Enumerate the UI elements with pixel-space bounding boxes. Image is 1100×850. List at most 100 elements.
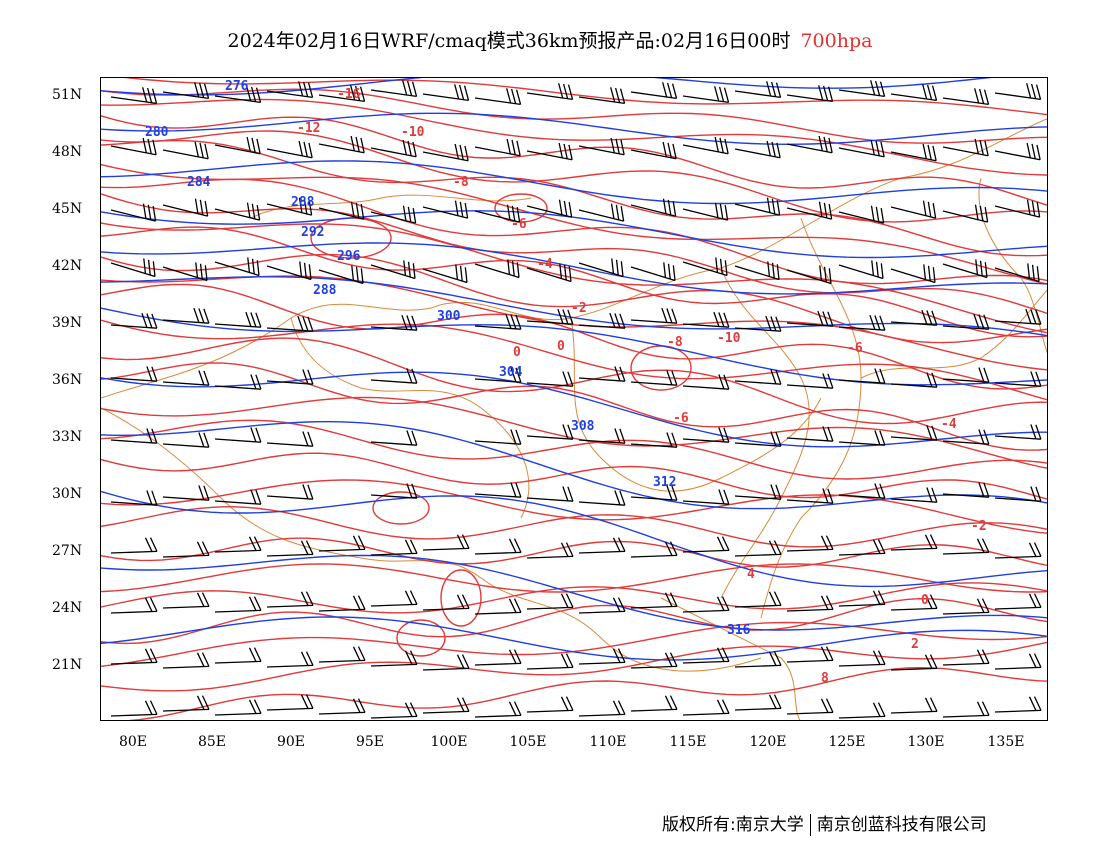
wind-barb: [162, 198, 209, 217]
boundary-line: [860, 289, 1047, 379]
wind-barb: [110, 700, 158, 717]
wind-barb: [110, 87, 158, 105]
wind-barb: [370, 539, 418, 556]
wind-barb: [370, 314, 418, 331]
wind-barb: [890, 200, 937, 219]
wind-barb: [474, 429, 522, 445]
temperature-contour: [101, 641, 1047, 692]
wind-barb: [942, 429, 990, 445]
wind-barb: [994, 199, 1041, 218]
wind-barb: [578, 258, 624, 278]
wind-barb: [162, 82, 210, 100]
map-frame: 276 280 284 288 292 288 296 300 304 308 312 316 -16-…: [100, 77, 1048, 721]
wind-barb: [214, 647, 262, 664]
wind-barb: [838, 368, 886, 384]
wind-barb: [734, 431, 782, 447]
wind-barb: [474, 313, 522, 330]
wind-barb: [942, 701, 990, 718]
wind-barb: [526, 696, 574, 713]
wind-barb: [786, 488, 834, 504]
wind-barb: [422, 84, 470, 102]
wind-barb: [578, 312, 626, 329]
temperature-label: -2: [971, 519, 987, 534]
wind-barb: [786, 535, 834, 552]
wind-barb: [474, 138, 521, 157]
boundary-line: [101, 407, 762, 672]
geopotential-label: 280: [145, 125, 169, 140]
copyright: 版权所有:南京大学 南京创蓝科技有限公司: [662, 810, 987, 836]
wind-barb: [318, 698, 366, 715]
pressure-level: 700hpa: [800, 30, 873, 52]
wind-barb: [110, 203, 157, 222]
wind-barb: [942, 88, 990, 106]
temperature-contour: [101, 362, 1047, 451]
wind-barb: [994, 263, 1040, 283]
temperature-cell: [630, 345, 692, 391]
geopotential-label: 304: [499, 365, 523, 380]
lat-tick-label: 48N: [52, 144, 83, 160]
wind-barb: [630, 652, 678, 669]
temperature-contour: [101, 396, 1047, 469]
temperature-label: -12: [297, 121, 320, 136]
geopotential-contours: [101, 78, 1047, 661]
wind-barb: [994, 371, 1042, 387]
geopotential-label: 288: [291, 195, 315, 210]
temperature-label: -6: [511, 217, 527, 232]
wind-barb: [526, 263, 572, 283]
temperature-contour: [101, 98, 1047, 176]
wind-barb: [682, 86, 730, 104]
weather-map: 276280284288292288296300304308312316-16-…: [101, 78, 1047, 720]
geopotential-contour: [101, 371, 1047, 448]
temperature-contour: [101, 283, 1047, 390]
wind-barb: [474, 701, 522, 718]
wind-barb: [942, 204, 989, 223]
wind-barb: [682, 374, 730, 390]
wind-barb: [734, 140, 781, 159]
temperature-label: -10: [401, 125, 425, 140]
lon-tick-label: 135E: [987, 734, 1025, 750]
wind-barb: [162, 141, 209, 160]
wind-barb: [578, 537, 626, 554]
temperature-label: 0: [513, 345, 521, 360]
wind-barb: [266, 484, 314, 500]
lat-tick-label: 33N: [52, 429, 83, 445]
wind-barb: [734, 261, 780, 281]
wind-barb: [630, 198, 677, 217]
wind-barb: [890, 372, 938, 388]
wind-barb: [266, 540, 314, 557]
title-text: 2024年02月16日WRF/cmaq模式36km预报产品:02月16日00时: [227, 30, 791, 52]
wind-barb: [214, 374, 262, 390]
wind-barb: [630, 141, 677, 160]
lat-tick-label: 36N: [52, 372, 83, 388]
wind-barb: [526, 308, 574, 325]
wind-barb: [370, 650, 418, 667]
wind-barb: [162, 695, 210, 712]
temperature-label: -8: [667, 335, 683, 350]
wind-barb: [526, 542, 574, 559]
wind-barb: [942, 259, 988, 279]
wind-barb: [890, 594, 938, 611]
wind-barb: [318, 135, 365, 154]
wind-barb: [838, 205, 885, 224]
temperature-label: 0: [557, 339, 565, 354]
wind-barb: [682, 699, 730, 716]
wind-barb: [786, 310, 834, 327]
wind-barb: [266, 81, 314, 99]
wind-barb: [734, 651, 782, 668]
temperature-contour: [101, 130, 1047, 223]
lon-tick-label: 95E: [355, 734, 385, 750]
lat-tick-label: 30N: [52, 486, 83, 502]
wind-barb: [214, 202, 261, 221]
wind-barb: [630, 82, 678, 100]
lat-tick-label: 21N: [52, 657, 83, 673]
wind-barb: [474, 204, 521, 223]
copyright-owner: 版权所有:南京大学: [662, 815, 804, 835]
wind-barb: [162, 307, 210, 324]
wind-barb: [682, 136, 729, 155]
wind-barb: [266, 261, 312, 281]
geopotential-contour: [101, 490, 1047, 588]
wind-barb: [422, 264, 468, 284]
wind-barb: [422, 654, 470, 671]
temperature-cell: [372, 491, 430, 525]
wind-barb: [994, 653, 1042, 670]
